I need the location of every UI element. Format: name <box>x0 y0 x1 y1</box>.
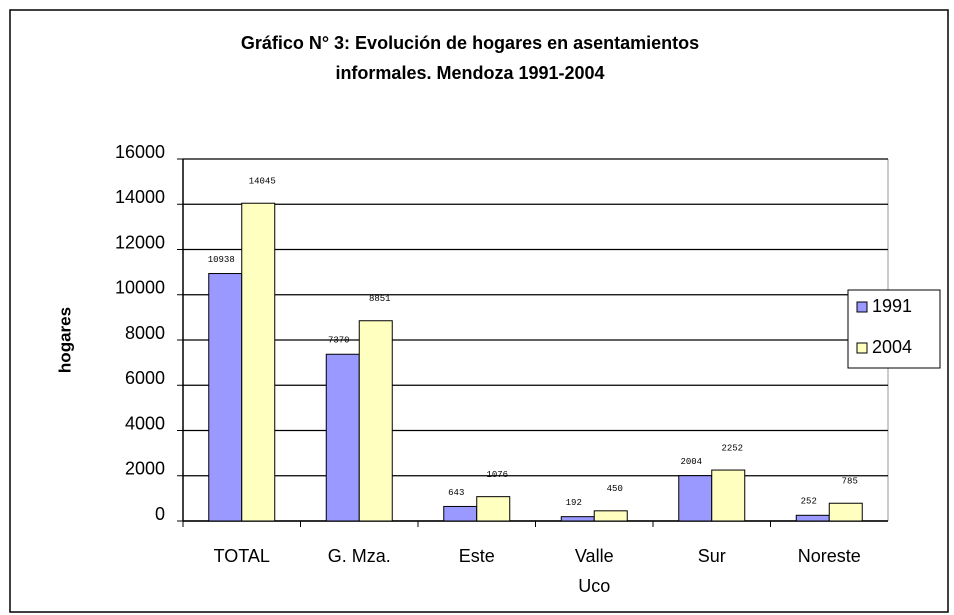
value-label: 450 <box>607 484 623 494</box>
value-label: 252 <box>801 497 817 507</box>
bar <box>476 496 511 522</box>
bar <box>593 510 628 522</box>
legend-swatch <box>856 301 868 313</box>
legend-label: 1991 <box>872 296 912 316</box>
chart-title: Gráfico N° 3: Evolución de hogares en as… <box>241 33 699 53</box>
x-tick-label: Valle <box>575 546 614 566</box>
x-tick-label: Sur <box>698 546 726 566</box>
value-label: 14045 <box>249 177 276 187</box>
value-label: 2004 <box>680 457 702 467</box>
x-tick-label: TOTAL <box>214 546 270 566</box>
legend-swatch <box>856 342 868 354</box>
x-tick-label: Uco <box>578 576 610 596</box>
value-label: 643 <box>448 488 464 498</box>
bar <box>795 514 830 522</box>
bar <box>560 516 595 522</box>
value-label: 785 <box>842 477 858 487</box>
bar <box>711 469 746 522</box>
y-tick-label: 14000 <box>115 187 165 207</box>
bar <box>325 353 360 522</box>
x-tick-label: Este <box>459 546 495 566</box>
y-tick-label: 2000 <box>125 459 165 479</box>
y-tick-label: 16000 <box>115 142 165 162</box>
bar <box>678 475 713 522</box>
y-tick-label: 8000 <box>125 323 165 343</box>
y-tick-label: 0 <box>155 504 165 524</box>
bar <box>358 320 393 522</box>
value-label: 7370 <box>328 336 350 346</box>
y-tick-label: 4000 <box>125 413 165 433</box>
x-tick-label: G. Mza. <box>328 546 391 566</box>
value-label: 192 <box>566 498 582 508</box>
bar <box>443 505 478 522</box>
y-axis-label: hogares <box>55 307 74 373</box>
value-label: 10938 <box>208 255 235 265</box>
x-tick-label: Noreste <box>798 546 861 566</box>
bar <box>241 202 276 522</box>
y-tick-label: 10000 <box>115 278 165 298</box>
bar <box>828 502 863 522</box>
bar <box>208 273 243 522</box>
chart-title: informales. Mendoza 1991-2004 <box>335 63 604 83</box>
value-label: 1076 <box>486 470 508 480</box>
value-label: 8851 <box>369 294 391 304</box>
value-label: 2252 <box>721 443 743 453</box>
y-tick-label: 12000 <box>115 232 165 252</box>
y-tick-label: 6000 <box>125 368 165 388</box>
legend-label: 2004 <box>872 337 912 357</box>
